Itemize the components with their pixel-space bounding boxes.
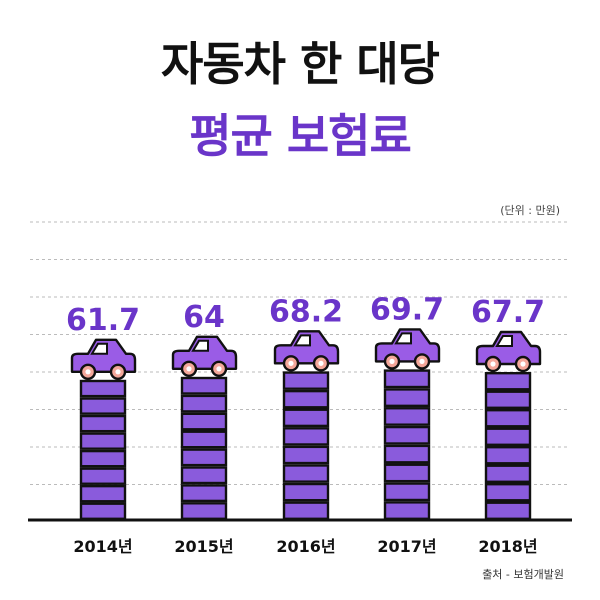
- bar-brick-2014년: [79, 502, 127, 520]
- bar-brick-2016년: [282, 482, 330, 502]
- value-label: 69.7: [370, 292, 444, 327]
- bar-brick-2018년: [484, 427, 532, 446]
- bar-brick-2015년: [180, 376, 228, 395]
- bar-brick-2017년: [383, 407, 431, 426]
- bar-brick-2014년: [79, 414, 127, 433]
- bar-brick-2015년: [180, 484, 228, 503]
- bar-brick-2016년: [282, 501, 330, 520]
- bar-brick-2017년: [383, 388, 431, 408]
- bar-brick-2016년: [282, 408, 330, 428]
- chart-title-line2: 평균 보험료: [189, 109, 412, 163]
- chart-title-line1: 자동차 한 대당: [161, 37, 440, 91]
- car-icon: [171, 335, 238, 377]
- bar-brick-2017년: [383, 444, 431, 464]
- bar-brick-2016년: [282, 371, 330, 390]
- bar-brick-2018년: [484, 408, 532, 428]
- x-tick-label: 2017년: [377, 537, 436, 556]
- unit-note: (단위 : 만원): [500, 204, 560, 217]
- bar-brick-2018년: [484, 390, 532, 409]
- x-tick-label: 2018년: [478, 537, 537, 556]
- bar-brick-2017년: [383, 463, 431, 483]
- bar-brick-2018년: [484, 371, 532, 391]
- bar-brick-2015년: [180, 502, 228, 520]
- bar-brick-2015년: [180, 412, 228, 431]
- x-tick-label: 2015년: [174, 537, 233, 556]
- bar-brick-2016년: [282, 464, 330, 483]
- value-label: 61.7: [66, 303, 140, 338]
- source-note: 출처 - 보험개발원: [482, 568, 564, 581]
- bar-brick-2017년: [383, 369, 431, 389]
- bar-brick-2018년: [484, 501, 532, 521]
- car-icon: [374, 328, 441, 370]
- car-icon: [273, 330, 340, 372]
- bar-brick-2016년: [282, 427, 330, 446]
- bar-brick-2015년: [180, 430, 228, 449]
- bar-brick-2018년: [484, 464, 532, 483]
- bar-brick-2018년: [484, 482, 532, 502]
- value-label: 67.7: [471, 295, 545, 330]
- bar-brick-2014년: [79, 449, 127, 468]
- bar-brick-2015년: [180, 394, 228, 413]
- x-tick-label: 2014년: [73, 537, 132, 556]
- car-icon: [70, 338, 137, 380]
- bar-brick-2017년: [383, 501, 431, 520]
- bar-brick-2014년: [79, 467, 127, 485]
- bar-brick-2017년: [383, 425, 431, 445]
- bar-brick-2015년: [180, 466, 228, 485]
- car-icon: [475, 330, 542, 373]
- value-label: 64: [183, 300, 225, 335]
- bar-brick-2016년: [282, 389, 330, 409]
- x-tick-label: 2016년: [276, 537, 335, 556]
- bar-brick-2015년: [180, 448, 228, 467]
- value-label: 68.2: [269, 294, 343, 329]
- bar-brick-2017년: [383, 482, 431, 502]
- bar-brick-2014년: [79, 484, 127, 503]
- bar-brick-2014년: [79, 432, 127, 450]
- bar-brick-2014년: [79, 397, 127, 415]
- bar-brick-2018년: [484, 445, 532, 465]
- bar-brick-2016년: [282, 445, 330, 465]
- bar-brick-2014년: [79, 379, 127, 398]
